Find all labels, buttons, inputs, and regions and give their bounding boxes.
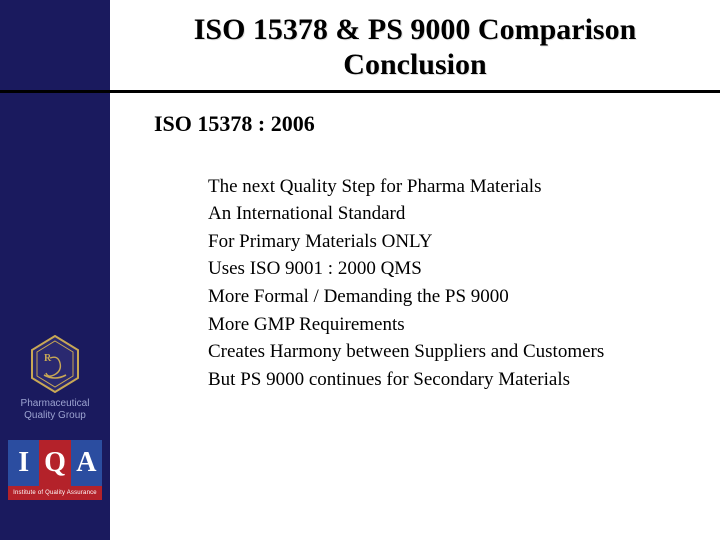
list-item: The next Quality Step for Pharma Materia…: [208, 173, 692, 201]
pqg-line1: Pharmaceutical: [0, 398, 110, 410]
list-item: More Formal / Demanding the PS 9000: [208, 283, 692, 311]
slide-title: ISO 15378 & PS 9000 Comparison Conclusio…: [110, 0, 720, 89]
iqa-logo: I Q A: [8, 440, 102, 486]
pqg-label: Pharmaceutical Quality Group: [0, 398, 110, 422]
list-item: For Primary Materials ONLY: [208, 228, 692, 256]
iqa-letter-a: A: [71, 440, 102, 486]
pqg-hexagon-logo: R: [30, 335, 80, 393]
list-item: More GMP Requirements: [208, 311, 692, 339]
list-item: An International Standard: [208, 200, 692, 228]
main-content: ISO 15378 & PS 9000 Comparison Conclusio…: [110, 0, 720, 540]
list-item: Creates Harmony between Suppliers and Cu…: [208, 338, 692, 366]
list-item: Uses ISO 9001 : 2000 QMS: [208, 255, 692, 283]
iqa-letter-q: Q: [39, 440, 70, 486]
slide-subtitle: ISO 15378 : 2006: [110, 89, 720, 137]
bullet-list: The next Quality Step for Pharma Materia…: [110, 137, 720, 393]
sidebar: R Pharmaceutical Quality Group I Q A Ins…: [0, 0, 110, 540]
iqa-logo-block: I Q A Institute of Quality Assurance: [8, 440, 102, 500]
rx-r-icon: R: [44, 353, 52, 364]
iqa-letter-i: I: [8, 440, 39, 486]
iqa-bar-label: Institute of Quality Assurance: [8, 486, 102, 500]
title-line2: Conclusion: [120, 47, 710, 82]
title-line1: ISO 15378 & PS 9000 Comparison: [120, 12, 710, 47]
pqg-line2: Quality Group: [0, 410, 110, 422]
list-item: But PS 9000 continues for Secondary Mate…: [208, 366, 692, 394]
